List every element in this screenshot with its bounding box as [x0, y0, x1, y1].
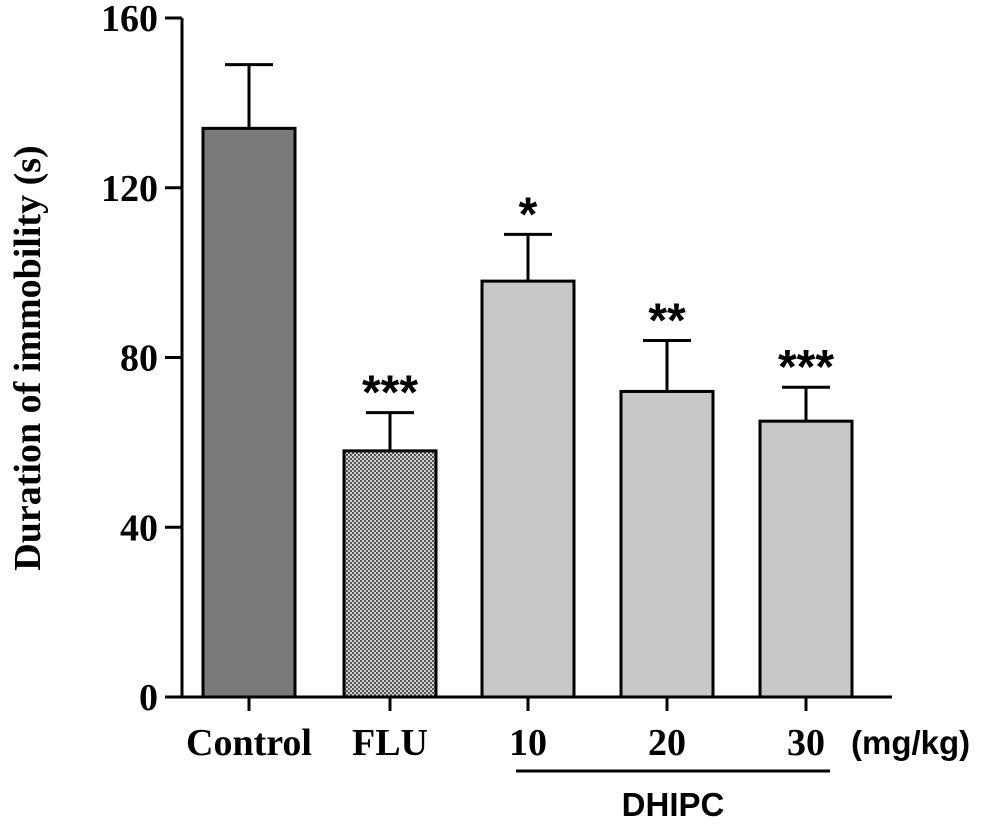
- bar: [758, 419, 854, 699]
- y-tick-label: 40: [120, 507, 158, 549]
- x-tick-label: 10: [509, 722, 547, 764]
- significance-marker: ***: [362, 367, 418, 420]
- bar: [619, 389, 715, 699]
- bar: [342, 449, 438, 699]
- y-tick-label: 80: [120, 338, 158, 380]
- y-tick-label: 120: [101, 168, 158, 210]
- unit-label: (mg/kg): [851, 724, 970, 761]
- significance-marker: *: [519, 188, 538, 241]
- significance-marker: ***: [778, 341, 834, 394]
- x-tick-labels: Control FLU 10 20 30: [186, 722, 825, 764]
- x-tick-label: Control: [186, 722, 312, 764]
- bar: [201, 126, 297, 699]
- group-label: DHIPC: [622, 786, 725, 823]
- significance-marker: **: [648, 295, 686, 348]
- y-axis-label: Duration of immobility (s): [7, 145, 49, 570]
- x-tick-label: 30: [787, 722, 825, 764]
- bars: *********: [201, 63, 854, 711]
- x-tick-label: FLU: [352, 722, 428, 764]
- y-tick-label: 0: [139, 677, 158, 719]
- y-tick-label: 160: [101, 0, 158, 40]
- y-ticks: 0 40 80 120 160: [101, 0, 182, 719]
- x-tick-label: 20: [648, 722, 686, 764]
- bar: [480, 279, 576, 699]
